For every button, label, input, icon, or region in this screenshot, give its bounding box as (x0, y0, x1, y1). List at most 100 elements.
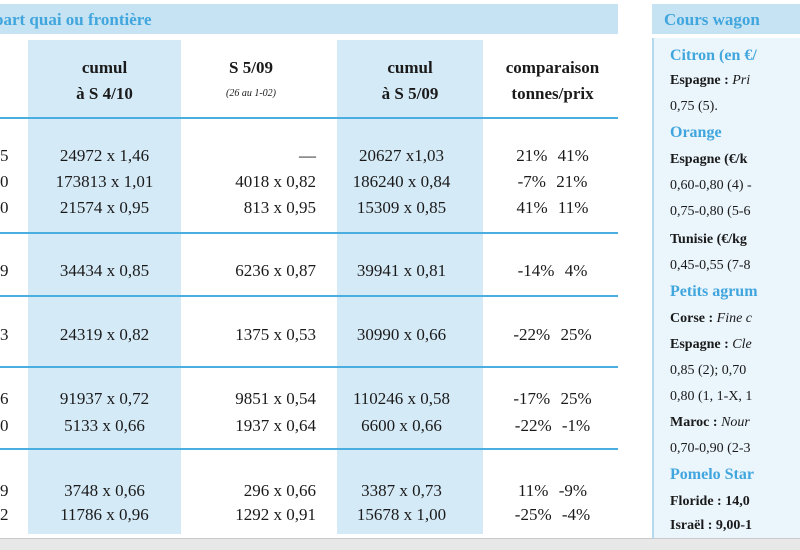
header-s509-dates: (26 au 1-02) (226, 88, 276, 99)
origin-label: Espagne : (670, 337, 729, 352)
row-stub: 9 (0, 261, 9, 280)
origin-label: Espagne : (670, 73, 729, 88)
header-comparaison: comparaison tonnes/prix (490, 55, 615, 107)
variety-label: Cle (728, 337, 752, 352)
header-cumul-410: cumul à S 4/10 (28, 55, 181, 107)
row-stub: 0 (0, 198, 9, 217)
variety-label: Fine c (713, 311, 753, 326)
page-bottom-edge (0, 538, 800, 550)
cell-cumul-410: 91937 x 0,72 (59, 389, 150, 408)
price-line: 0,70-0,90 (2-3 (670, 441, 751, 456)
column-gutter (622, 0, 650, 550)
price-line: 0,85 (2); 0,70 (670, 363, 747, 378)
wagon-title: Cours wagon (664, 10, 760, 29)
cell-comparaison: 11% -9% (517, 481, 588, 500)
price-line: 0,60-0,80 (4) - (670, 178, 752, 193)
header-cumul-410-line1: cumul (81, 58, 128, 77)
cell-s509: 296 x 0,66 (243, 481, 316, 500)
cell-cumul-410: 21574 x 0,95 (59, 198, 150, 217)
cell-s509: 1937 x 0,64 (235, 416, 316, 435)
section-heading: Petits agrum (670, 283, 758, 300)
cell-comparaison: -17% 25% (513, 389, 592, 408)
rule-header (0, 117, 618, 119)
price-line: Israël : 9,00-1 (670, 518, 753, 533)
price-line: Espagne (€/k (670, 152, 748, 167)
rule-group-3 (0, 366, 618, 368)
cell-comparaison: -14% 4% (517, 261, 588, 280)
cell-s509: 813 x 0,95 (243, 198, 316, 217)
cell-s509: 6236 x 0,87 (235, 261, 316, 280)
cell-cumul-410: 24319 x 0,82 (59, 325, 150, 344)
header-cumul-509-line1: cumul (387, 58, 433, 77)
header-cumul-509: cumul à S 5/09 (337, 55, 483, 107)
cell-cumul-509: 15678 x 1,00 (356, 505, 447, 524)
origin-label: Corse : (670, 311, 714, 326)
cell-cumul-410: 24972 x 1,46 (59, 146, 150, 165)
price-line: Espagne : Pri (670, 73, 750, 89)
cell-s509: — (299, 146, 316, 165)
price-line: 0,75-0,80 (5-6 (670, 204, 751, 219)
rule-group-4 (0, 448, 618, 450)
cell-cumul-410: 173813 x 1,01 (55, 172, 154, 191)
cell-s509: 9851 x 0,54 (235, 389, 316, 408)
row-stub: 5 (0, 146, 9, 165)
row-stub: 6 (0, 389, 9, 408)
table-title-banner: part quai ou frontière (0, 4, 618, 34)
cell-comparaison: -25% -4% (514, 505, 591, 524)
column-shade-cumul-410 (28, 40, 181, 534)
price-line: Tunisie (€/kg (670, 232, 747, 247)
rule-group-2 (0, 295, 618, 297)
origin-label: Maroc : (670, 415, 718, 430)
table-title: part quai ou frontière (0, 10, 152, 29)
cell-cumul-509: 6600 x 0,66 (361, 416, 442, 435)
price-line: 0,75 (5). (670, 99, 718, 114)
section-heading: Citron (en €/ (670, 47, 757, 64)
cell-cumul-509: 3387 x 0,73 (361, 481, 442, 500)
cell-comparaison: 41% 11% (516, 198, 589, 217)
header-s509: S 5/09 (26 au 1-02) (186, 55, 316, 107)
variety-label: Pri (728, 73, 751, 88)
cell-cumul-410: 5133 x 0,66 (64, 416, 145, 435)
cell-comparaison: 21% 41% (516, 146, 589, 165)
cell-cumul-509: 15309 x 0,85 (356, 198, 447, 217)
cell-s509: 1292 x 0,91 (235, 505, 316, 524)
cell-comparaison: -22% -1% (514, 416, 591, 435)
cell-comparaison: -7% 21% (517, 172, 588, 191)
row-stub: 9 (0, 481, 9, 500)
cell-cumul-509: 186240 x 0,84 (352, 172, 451, 191)
cell-cumul-509: 30990 x 0,66 (356, 325, 447, 344)
cell-cumul-509: 39941 x 0,81 (356, 261, 447, 280)
wagon-prices-panel: Cours wagon Citron (en €/ Espagne : Pri … (650, 0, 800, 550)
price-line: Maroc : Nour (670, 415, 750, 431)
price-line: Espagne : Cle (670, 337, 752, 353)
header-cumul-410-line2: à S 4/10 (76, 84, 133, 103)
price-table-panel: part quai ou frontière ) cumul à S 4/10 … (0, 4, 618, 534)
price-line: 0,45-0,55 (7-8 (670, 258, 751, 273)
cell-cumul-509: 20627 x1,03 (359, 146, 444, 165)
section-heading: Orange (670, 124, 722, 141)
row-stub: 0 (0, 172, 9, 191)
row-stub: 2 (0, 505, 9, 524)
column-shade-cumul-509 (337, 40, 483, 534)
row-stub: 3 (0, 325, 9, 344)
rule-group-1 (0, 232, 618, 234)
header-s509-line1: S 5/09 (229, 58, 273, 77)
variety-label: Nour (717, 415, 750, 430)
cell-cumul-410: 3748 x 0,66 (64, 481, 145, 500)
cell-cumul-410: 11786 x 0,96 (60, 505, 149, 524)
header-cumul-509-line2: à S 5/09 (381, 84, 439, 103)
header-comparaison-line2: tonnes/prix (511, 84, 594, 103)
cell-comparaison: -22% 25% (513, 325, 592, 344)
cell-cumul-410: 34434 x 0,85 (59, 261, 150, 280)
row-stub: 0 (0, 416, 9, 435)
wagon-title-banner: Cours wagon (652, 4, 800, 34)
cell-cumul-509: 110246 x 0,58 (352, 389, 451, 408)
wagon-prices-body (652, 38, 800, 544)
header-comparaison-line1: comparaison (505, 58, 600, 77)
cell-s509: 1375 x 0,53 (235, 325, 316, 344)
section-heading: Pomelo Star (670, 466, 754, 483)
price-line: 0,80 (1, 1-X, 1 (670, 389, 753, 404)
price-line: Corse : Fine c (670, 311, 752, 327)
price-line: Floride : 14,0 (670, 494, 750, 509)
cell-s509: 4018 x 0,82 (235, 172, 316, 191)
